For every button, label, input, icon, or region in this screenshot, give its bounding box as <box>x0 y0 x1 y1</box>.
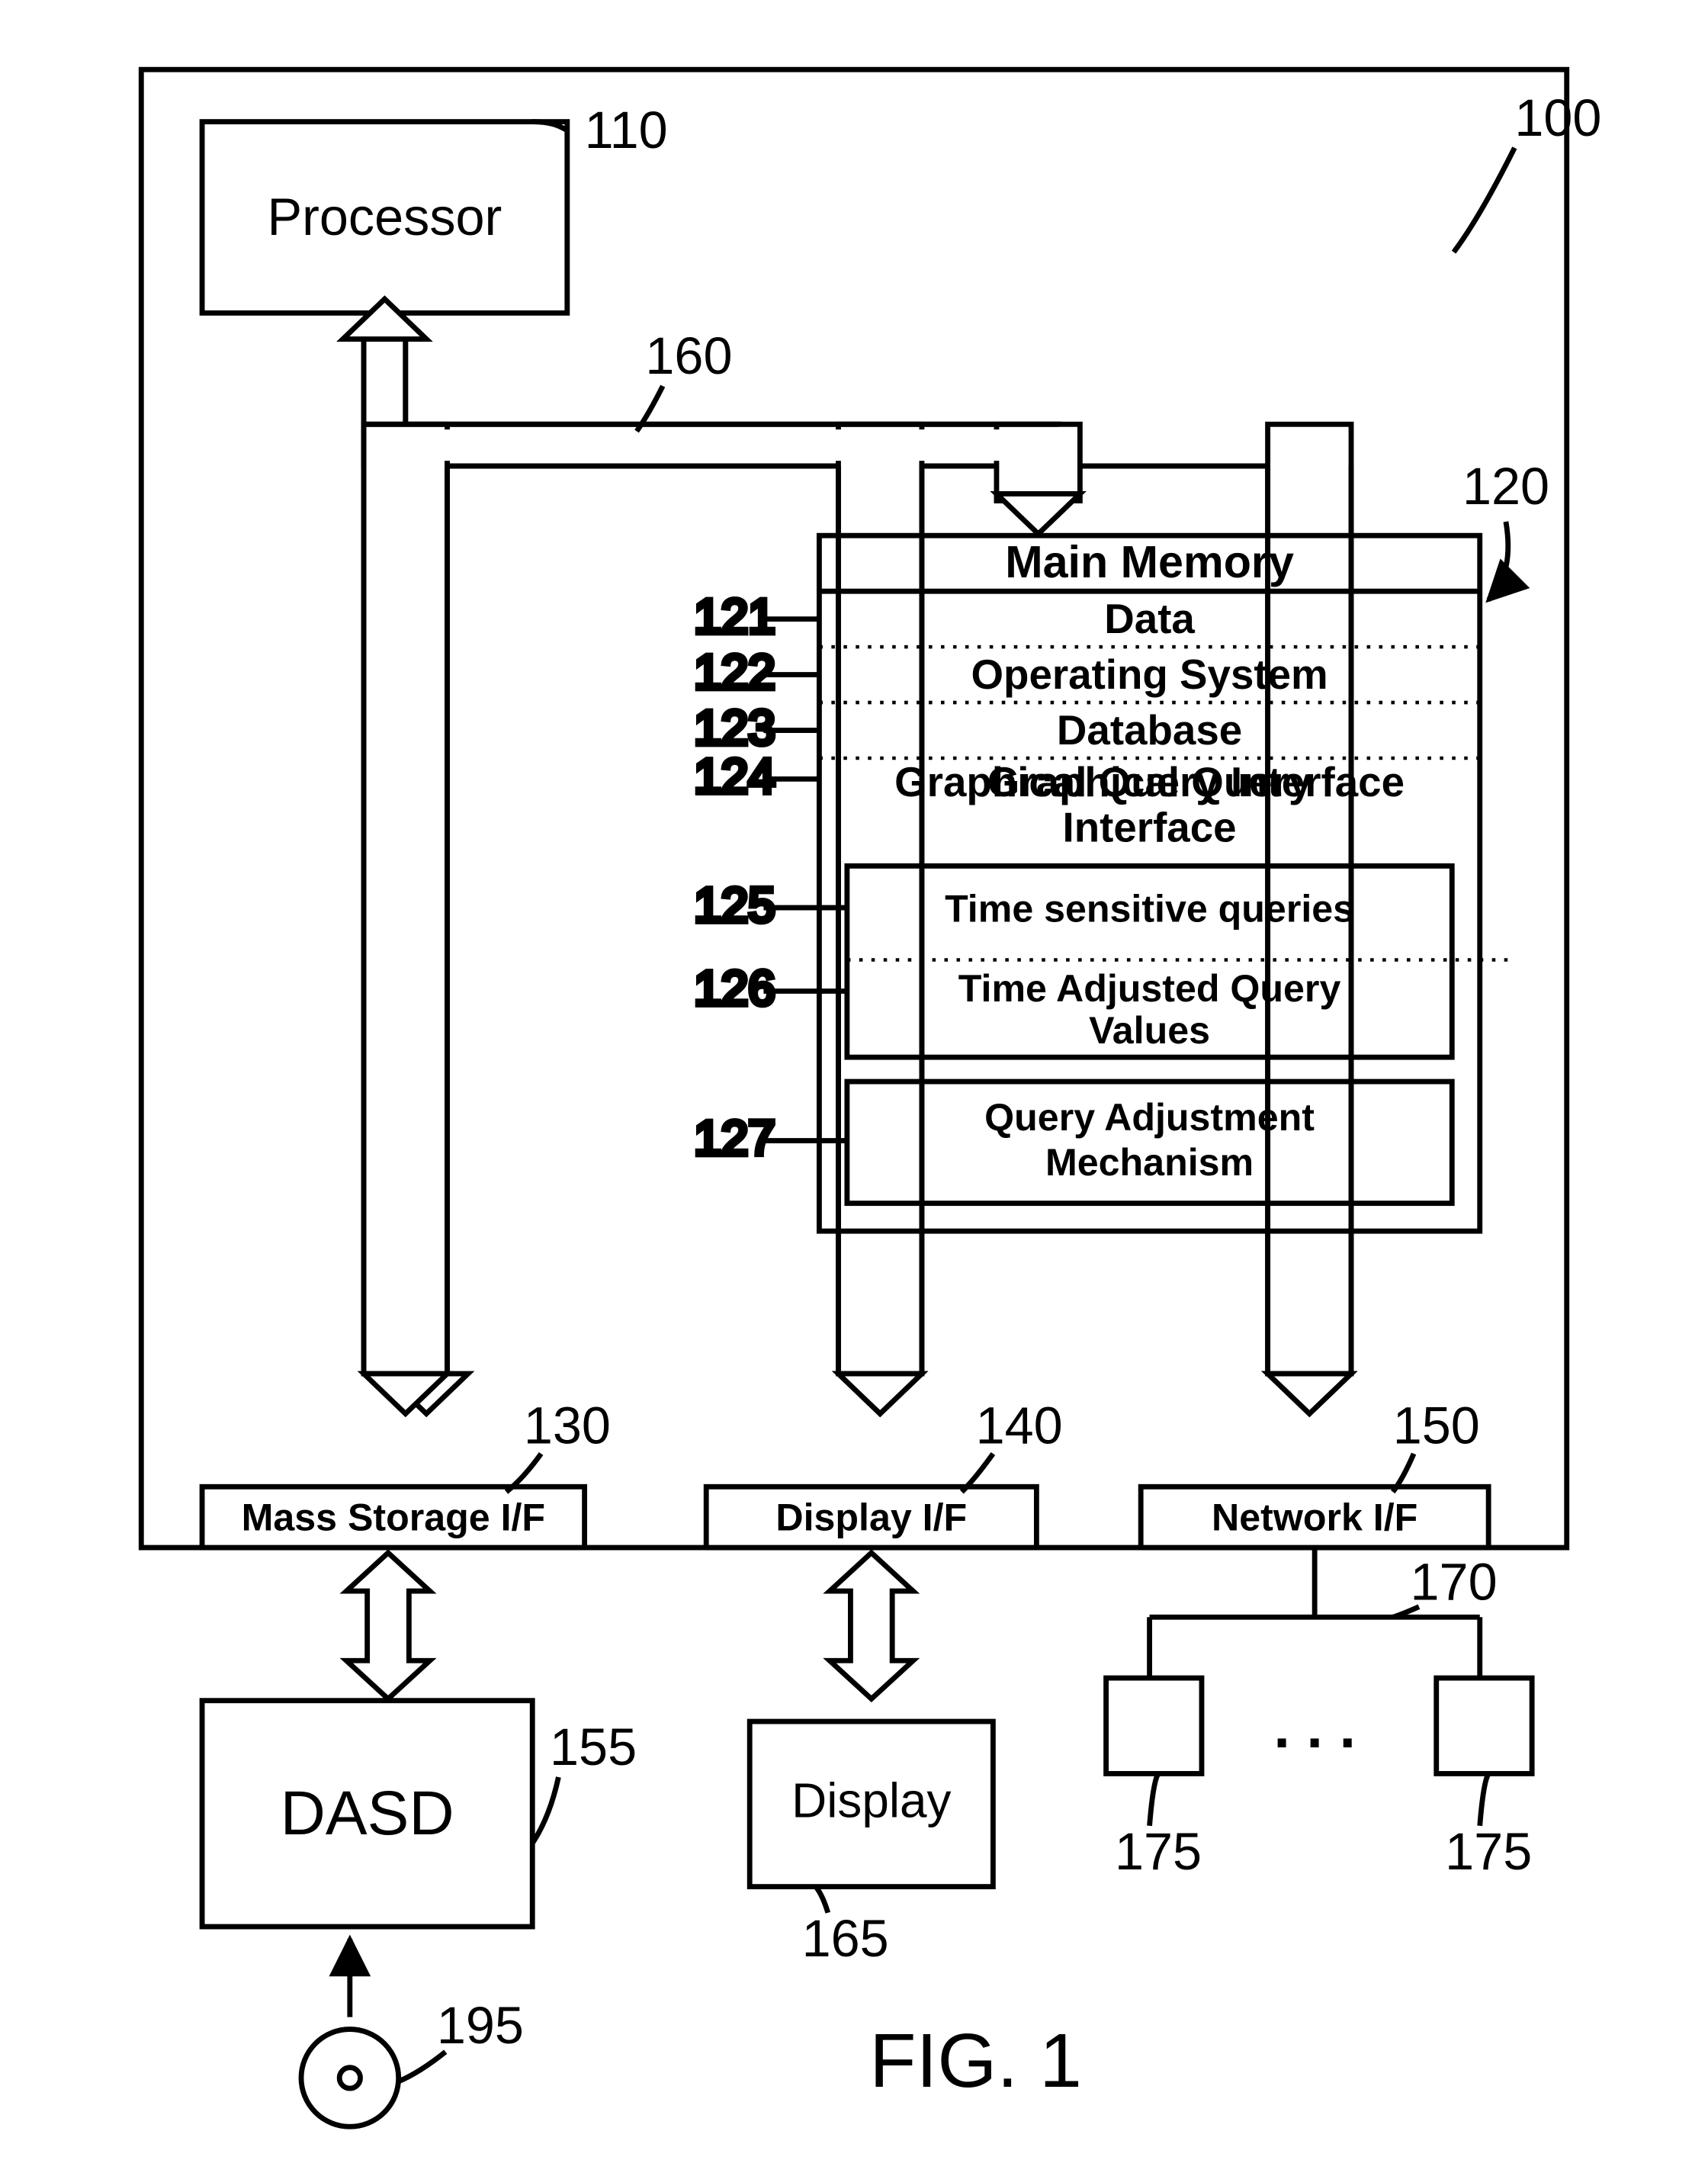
label-140: 140 <box>976 1397 1063 1454</box>
inner1-top: Time sensitive queries <box>945 887 1354 930</box>
label-120: 120 <box>1462 458 1549 516</box>
label-165: 165 <box>802 1910 889 1968</box>
label-124: 124 <box>694 749 775 804</box>
leader-175a <box>1150 1773 1158 1825</box>
label-100: 100 <box>1514 89 1601 147</box>
inner1-bot-a: Time Adjusted Query <box>958 967 1341 1010</box>
label-155: 155 <box>550 1718 637 1776</box>
leader-175b <box>1480 1773 1488 1825</box>
networkif-label: Network I/F <box>1212 1496 1417 1538</box>
figure-caption: FIG. 1 <box>869 2018 1082 2104</box>
label-150: 150 <box>1393 1397 1480 1454</box>
label-170: 170 <box>1411 1553 1498 1611</box>
inner2-b: Mechanism <box>1045 1141 1254 1184</box>
figure-1: 100 Processor 110 160 Main Memory Data O… <box>0 0 1708 2156</box>
leader-120 <box>1488 522 1508 600</box>
display-label: Display <box>791 1773 951 1827</box>
mem-row-0: Data <box>1104 595 1195 642</box>
inner1-bot-b: Values <box>1089 1009 1210 1052</box>
disc-icon <box>301 2030 399 2127</box>
processor-label: Processor <box>268 188 502 246</box>
leader-195 <box>399 2052 446 2081</box>
label-127: 127 <box>694 1111 775 1165</box>
label-195: 195 <box>437 1997 524 2055</box>
label-125: 125 <box>694 877 775 932</box>
label-130: 130 <box>524 1397 611 1454</box>
leader-155 <box>532 1777 558 1843</box>
leader-165 <box>816 1887 828 1913</box>
label-175b: 175 <box>1445 1823 1532 1881</box>
bus <box>343 299 1351 1413</box>
mem-row-2: Database <box>1057 706 1242 754</box>
label-122: 122 <box>694 644 775 699</box>
mem-row-3a: Graphical Query <box>987 758 1312 805</box>
label-126: 126 <box>694 961 775 1016</box>
mem-leaders: 121 122 123 124 125 126 127 <box>694 589 847 1165</box>
label-160: 160 <box>645 327 732 385</box>
network-ellipsis: . . . <box>1273 1695 1356 1760</box>
label-123: 123 <box>694 700 775 755</box>
displayif-label: Display I/F <box>775 1496 967 1538</box>
label-110: 110 <box>585 101 668 159</box>
inner2-a: Query Adjustment <box>984 1096 1315 1139</box>
label-121: 121 <box>694 589 775 644</box>
mem-header: Main Memory <box>1005 536 1294 587</box>
mem-row-1: Operating System <box>971 651 1328 698</box>
leader-100 <box>1454 148 1515 252</box>
mem-row-3b: Interface <box>1063 803 1237 850</box>
dasd-label: DASD <box>281 1779 454 1848</box>
label-175a: 175 <box>1115 1823 1202 1881</box>
